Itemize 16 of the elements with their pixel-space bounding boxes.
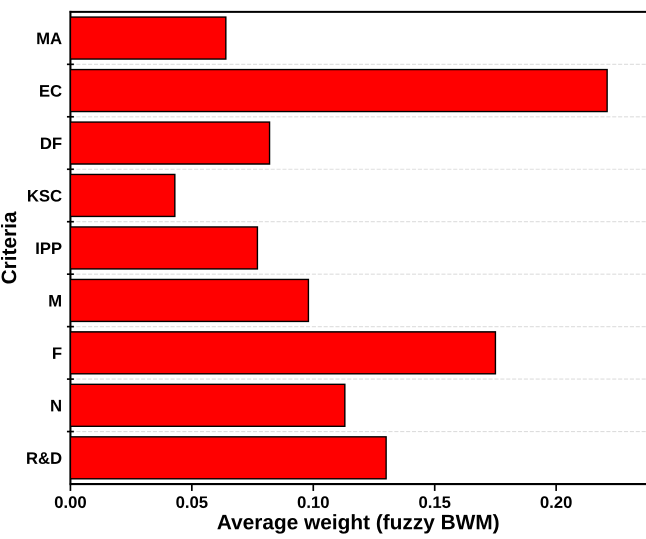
y-tick-label: EC [40,84,62,97]
x-tick-label: 0.10 [298,496,329,508]
y-tick-label: MA [37,32,62,44]
x-tick-label: 0.05 [176,496,208,508]
y-tick-label: DF [40,138,62,150]
x-tick-label: 0.20 [540,496,572,508]
y-tick-label: N [51,400,61,412]
y-tick-label: KSC [28,190,62,202]
y-tick-label: F [53,347,62,359]
y-tick-label: M [49,294,61,306]
x-tick-label: 0.00 [54,496,86,508]
x-axis-title: Average weight (fuzzy BWM) [217,514,499,534]
y-tick-label: R&D [27,452,62,464]
y-tick-label: IPP [36,242,62,254]
y-axis-title: Criteria [0,211,16,284]
x-tick-label: 0.15 [419,496,450,508]
